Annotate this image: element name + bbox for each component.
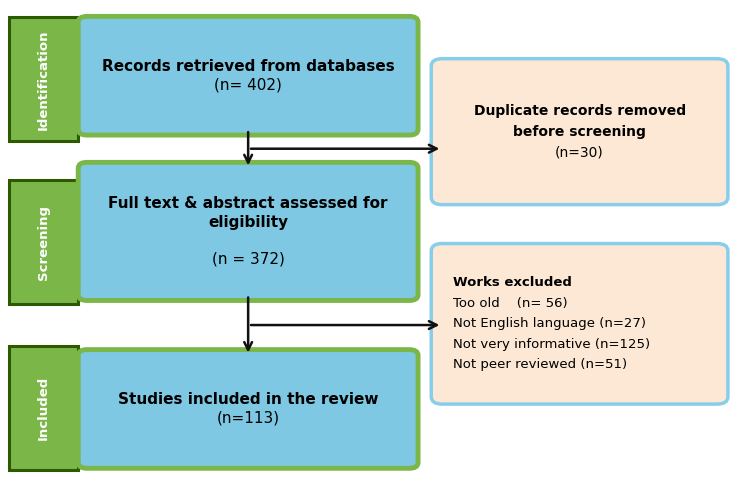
FancyBboxPatch shape	[431, 59, 728, 205]
Text: Included: Included	[37, 375, 50, 440]
Text: (n = 372): (n = 372)	[212, 251, 285, 267]
Text: (n=113): (n=113)	[216, 411, 280, 426]
Text: Full text & abstract assessed for: Full text & abstract assessed for	[108, 196, 388, 211]
Text: Studies included in the review: Studies included in the review	[118, 392, 379, 407]
Text: Duplicate records removed: Duplicate records removed	[474, 104, 686, 118]
Text: eligibility: eligibility	[208, 215, 289, 230]
Text: Identification: Identification	[37, 29, 50, 130]
FancyBboxPatch shape	[78, 162, 418, 301]
Text: (n= 402): (n= 402)	[214, 77, 282, 92]
FancyBboxPatch shape	[9, 346, 78, 470]
Text: Not peer reviewed (n=51): Not peer reviewed (n=51)	[453, 358, 627, 371]
Text: Records retrieved from databases: Records retrieved from databases	[102, 59, 395, 74]
Text: Screening: Screening	[37, 205, 50, 280]
Text: (n=30): (n=30)	[555, 145, 604, 159]
Text: Works excluded: Works excluded	[453, 277, 572, 289]
Text: Not very informative (n=125): Not very informative (n=125)	[453, 338, 650, 351]
Text: Not English language (n=27): Not English language (n=27)	[453, 317, 646, 330]
FancyBboxPatch shape	[431, 244, 728, 404]
FancyBboxPatch shape	[9, 17, 78, 141]
FancyBboxPatch shape	[78, 16, 418, 135]
FancyBboxPatch shape	[78, 350, 418, 468]
FancyBboxPatch shape	[9, 181, 78, 305]
Text: Too old    (n= 56): Too old (n= 56)	[453, 297, 568, 310]
Text: before screening: before screening	[513, 124, 646, 139]
